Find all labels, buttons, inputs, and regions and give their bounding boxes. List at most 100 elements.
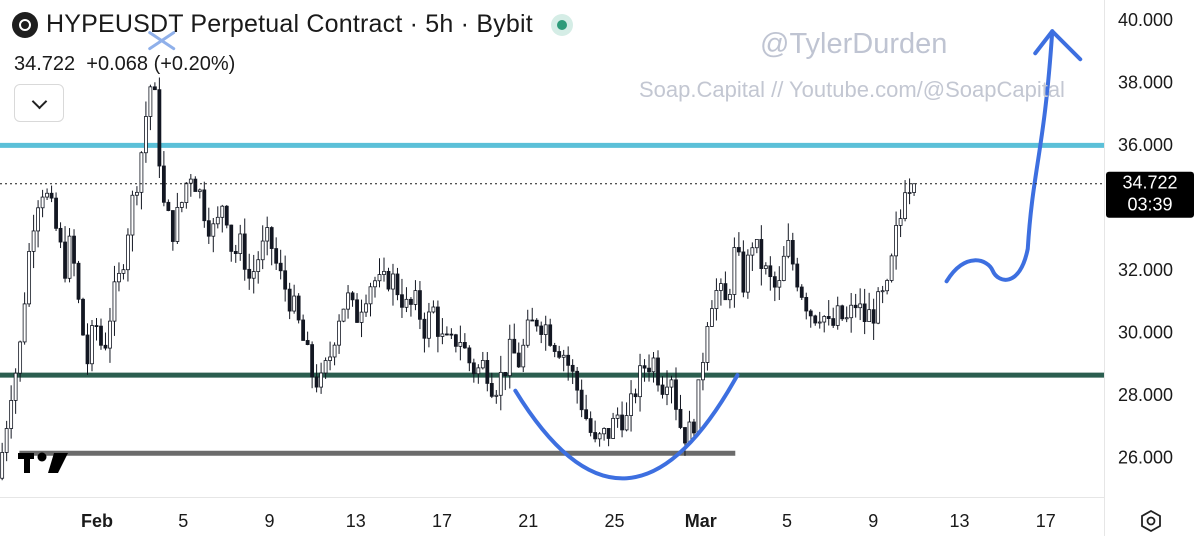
candle — [337, 314, 341, 354]
candle-body — [889, 255, 894, 281]
candle-body — [759, 239, 764, 269]
candle-body — [485, 360, 490, 384]
candle-body — [45, 192, 49, 198]
status-dot-icon[interactable] — [550, 13, 573, 36]
candle-body — [642, 365, 647, 369]
candle — [58, 222, 63, 249]
candle-body — [9, 400, 14, 429]
candle — [382, 257, 386, 282]
candle-body — [404, 298, 409, 308]
price-axis[interactable]: 40.00038.00036.00034.00032.00030.00028.0… — [1118, 10, 1173, 468]
candle — [687, 410, 692, 444]
candle — [462, 333, 467, 349]
candle — [732, 237, 737, 308]
candle — [804, 292, 809, 320]
candle-body — [139, 152, 144, 193]
candle — [674, 367, 678, 421]
candle-body — [337, 320, 341, 346]
candle-body — [444, 333, 449, 336]
candle-body — [422, 318, 427, 339]
candle — [745, 249, 750, 299]
candle — [233, 244, 238, 263]
candle — [844, 306, 849, 323]
candle — [543, 315, 548, 351]
candle — [247, 253, 252, 290]
candle-body — [651, 357, 656, 373]
candle-body — [674, 379, 678, 410]
candle-body — [413, 290, 418, 305]
candle-body — [633, 393, 638, 398]
candle — [552, 342, 557, 358]
candle — [99, 318, 103, 350]
candle — [440, 318, 445, 345]
candle-body — [63, 241, 67, 279]
candle-body — [683, 427, 687, 444]
candle — [314, 364, 319, 393]
candle-body — [27, 251, 32, 305]
settings-hex-icon[interactable] — [1140, 510, 1162, 532]
candle-body — [665, 386, 669, 395]
candle — [157, 77, 162, 179]
candle — [557, 345, 562, 360]
candle-body — [750, 247, 755, 256]
candle — [840, 304, 845, 321]
candle — [85, 323, 90, 375]
candle — [31, 214, 36, 269]
candle — [624, 402, 629, 432]
candle-body — [453, 334, 458, 347]
candle — [458, 325, 463, 361]
candle — [620, 401, 624, 438]
candle — [489, 372, 494, 399]
candle-body — [323, 360, 328, 374]
candle — [808, 309, 813, 328]
candle — [422, 312, 427, 353]
candle-body — [292, 295, 297, 312]
candle — [822, 315, 827, 333]
candle-body — [364, 303, 368, 313]
projection-arrow-drawing — [944, 29, 1055, 284]
candle — [651, 352, 656, 383]
candle — [701, 352, 705, 391]
candle-body — [880, 290, 885, 293]
candle — [759, 225, 764, 286]
candle — [903, 180, 907, 222]
candle — [539, 321, 544, 344]
candle — [575, 366, 580, 404]
candle-body — [152, 86, 157, 91]
candle — [880, 285, 885, 304]
candle-body — [656, 357, 660, 386]
candle-body — [99, 325, 103, 346]
candle-body — [341, 308, 346, 322]
candle-body — [13, 372, 18, 401]
candle — [633, 388, 638, 404]
candle-body — [67, 235, 72, 279]
candle — [90, 319, 94, 372]
candle-body — [710, 308, 714, 327]
candle — [507, 324, 512, 389]
candle-body — [498, 371, 503, 396]
candle — [377, 258, 382, 288]
candle — [166, 199, 171, 212]
candle-body — [507, 338, 512, 377]
candle-body — [161, 165, 166, 203]
candle — [215, 206, 220, 229]
candle — [853, 293, 858, 318]
candle — [530, 307, 535, 322]
candle — [561, 349, 566, 372]
candle — [49, 185, 54, 203]
candle-body — [350, 292, 355, 301]
candle — [130, 190, 135, 252]
candle — [885, 278, 890, 295]
candle-body — [552, 345, 557, 352]
collapse-button[interactable] — [14, 84, 64, 122]
candle — [795, 257, 800, 292]
candle-body — [588, 418, 593, 433]
candle-body — [157, 89, 162, 167]
candle-body — [669, 379, 674, 388]
candle — [9, 385, 14, 439]
candle — [831, 307, 836, 328]
time-axis[interactable]: Feb 5 9 13 17 21 25 Mar 5 9 13 17 — [81, 511, 1056, 531]
candle-body — [395, 273, 400, 296]
candle-body — [894, 225, 899, 257]
